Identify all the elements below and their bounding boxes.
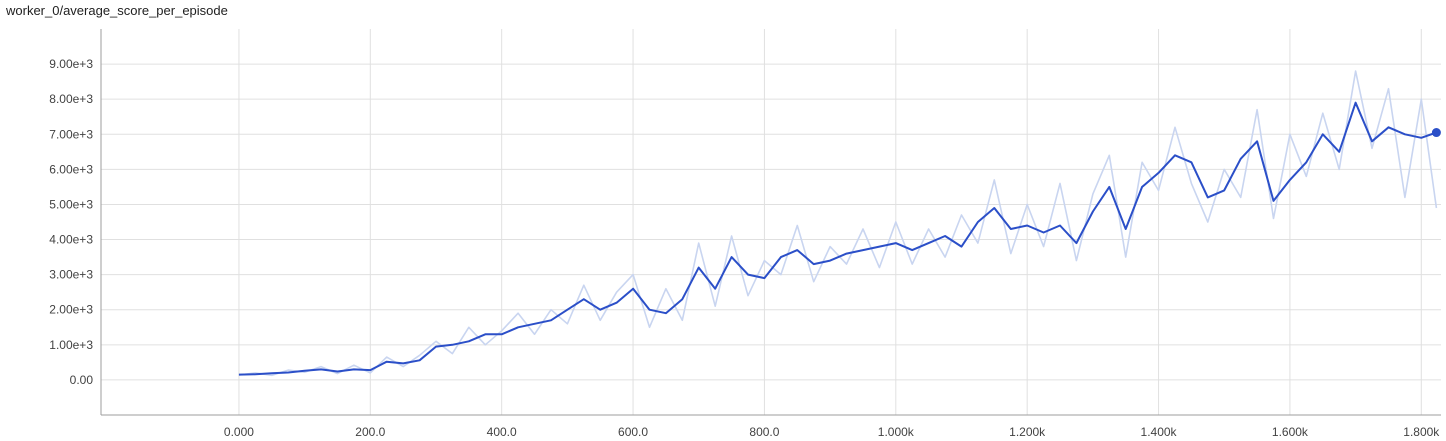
x-tick-label: 200.0 <box>355 425 385 439</box>
chart-title: worker_0/average_score_per_episode <box>6 3 228 18</box>
x-tick-label: 0.000 <box>224 425 254 439</box>
raw-series-line <box>238 70 1438 377</box>
x-tick-label: 1.800k <box>1403 425 1440 439</box>
y-tick-label: 5.00e+3 <box>49 197 93 211</box>
y-tick-label: 9.00e+3 <box>49 57 93 71</box>
x-tick-label: 1.000k <box>878 425 915 439</box>
last-point-marker <box>1431 128 1441 138</box>
tick-labels: 0.000 200.0 400.0 600.0 800.0 1.000k 1.200k 1.4… <box>49 57 1440 439</box>
y-tick-label: 0.00 <box>70 373 94 387</box>
x-tick-label: 400.0 <box>487 425 517 439</box>
y-tick-label: 7.00e+3 <box>49 127 93 141</box>
x-tick-label: 1.200k <box>1009 425 1046 439</box>
y-tick-label: 1.00e+3 <box>49 338 93 352</box>
x-tick-label: 1.400k <box>1141 425 1178 439</box>
x-tick-label: 600.0 <box>618 425 648 439</box>
raw-series-layer <box>238 70 1438 377</box>
y-tick-label: 2.00e+3 <box>49 303 93 317</box>
y-tick-label: 4.00e+3 <box>49 233 93 247</box>
y-tick-label: 8.00e+3 <box>49 92 93 106</box>
x-tick-label: 1.600k <box>1272 425 1309 439</box>
y-tick-label: 6.00e+3 <box>49 162 93 176</box>
smoothed-series-line <box>238 101 1437 376</box>
x-tick-label: 800.0 <box>749 425 779 439</box>
smoothed-series-layer <box>238 101 1441 376</box>
grid-lines <box>100 29 1441 416</box>
y-tick-label: 3.00e+3 <box>49 268 93 282</box>
